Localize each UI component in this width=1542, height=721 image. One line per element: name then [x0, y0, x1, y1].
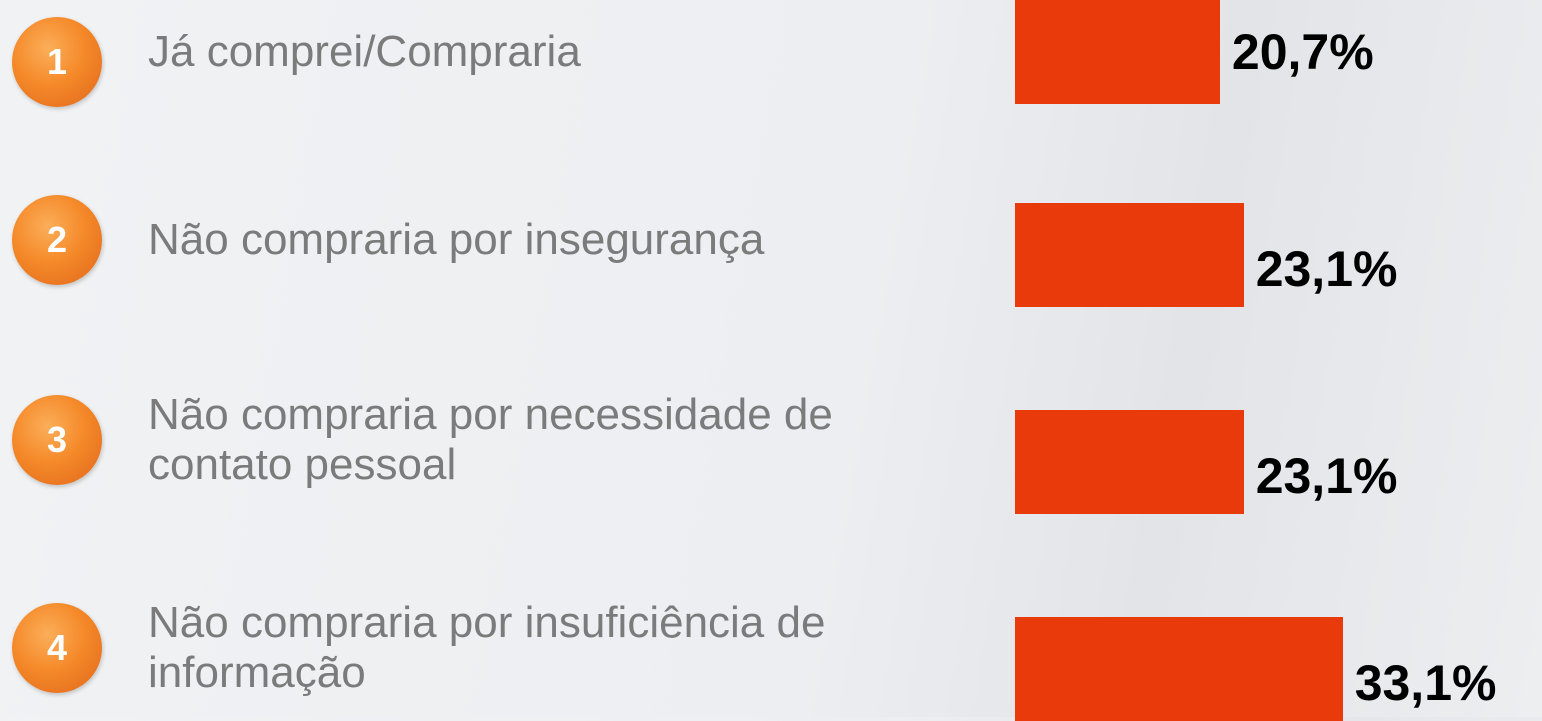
value-label: 33,1% — [1354, 655, 1497, 711]
category-label: Não compraria por necessidade de contato… — [148, 390, 833, 489]
bar — [1015, 0, 1220, 104]
value-label: 20,7% — [1231, 24, 1374, 80]
value-label: 23,1% — [1255, 241, 1398, 297]
item-number: 4 — [12, 603, 102, 693]
bar — [1015, 617, 1343, 721]
category-label: Não compraria por insegurança — [148, 215, 765, 264]
bar — [1015, 203, 1244, 307]
category-label: Já comprei/Compraria — [148, 27, 581, 76]
bar — [1015, 410, 1244, 514]
item-number: 1 — [12, 17, 102, 107]
category-label: Não compraria por insuficiência de infor… — [148, 598, 826, 697]
item-number: 2 — [12, 195, 102, 285]
value-label: 23,1% — [1255, 448, 1398, 504]
item-number: 3 — [12, 395, 102, 485]
